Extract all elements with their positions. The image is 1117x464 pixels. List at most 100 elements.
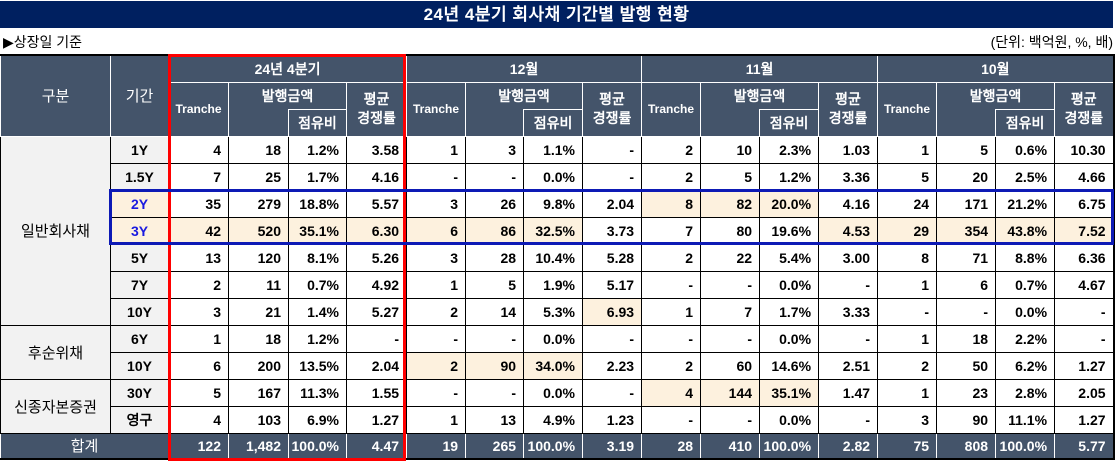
cell-tranche: 2: [406, 351, 467, 380]
cell-tranche: 3: [877, 405, 938, 434]
cell-avg-competition: 5.26: [345, 243, 408, 272]
cell-avg-competition: 1.27: [345, 405, 408, 434]
total-amount: 265: [465, 432, 525, 460]
header-share: 점유비: [288, 108, 347, 137]
cell-amount: 82: [700, 189, 761, 218]
total-avg-competition: 3.19: [582, 432, 643, 460]
cell-avg-competition: 3.33: [818, 297, 879, 326]
cell-share: 43.8%: [995, 216, 1056, 245]
cell-avg-competition: 2.04: [345, 351, 408, 380]
cell-share: 0.0%: [759, 324, 820, 353]
cell-avg-competition: -: [818, 405, 879, 434]
header-tranche: Tranche: [406, 81, 467, 137]
cell-share: 18.8%: [288, 189, 347, 218]
cell-avg-competition: 4.66: [1054, 162, 1115, 191]
cell-share: 5.3%: [523, 297, 584, 326]
cell-tranche: 3: [406, 189, 467, 218]
period-label: 1.5Y: [110, 162, 169, 191]
cell-avg-competition: 1.23: [582, 405, 643, 434]
cell-avg-competition: 1.27: [1054, 351, 1115, 380]
cell-amount: 167: [228, 378, 289, 407]
cell-amount: 120: [228, 243, 289, 272]
header-avg-line1: 평균: [363, 91, 390, 107]
cell-tranche: -: [406, 324, 467, 353]
header-amount: 발행금액: [936, 81, 1056, 109]
cell-amount: 22: [700, 243, 761, 272]
cell-avg-competition: 6.30: [345, 216, 408, 245]
cell-share: 10.4%: [523, 243, 584, 272]
cell-tranche: 2: [641, 351, 702, 380]
cell-amount: 5: [465, 270, 525, 299]
cell-tranche: 42: [168, 216, 229, 245]
cell-avg-competition: 1.27: [1054, 405, 1115, 434]
cell-avg-competition: -: [818, 324, 879, 353]
cell-amount: 50: [936, 351, 997, 380]
cell-avg-competition: 7.52: [1054, 216, 1115, 245]
category-label: 후순위채: [0, 324, 111, 380]
category-label: 일반회사채: [0, 135, 111, 326]
header-avg-line2: 경쟁률: [592, 110, 632, 126]
total-avg-competition: 2.82: [818, 432, 879, 460]
total-share: 100.0%: [523, 432, 584, 460]
period-label: 1Y: [110, 135, 169, 164]
cell-amount: 7: [700, 297, 761, 326]
total-label: 합계: [0, 432, 169, 460]
cell-amount: 18: [228, 324, 289, 353]
unit-note: (단위: 백억원, %, 배): [990, 34, 1113, 50]
cell-tranche: 5: [877, 162, 938, 191]
cell-amount: -: [465, 378, 525, 407]
cell-tranche: 13: [168, 243, 229, 272]
header-share: 점유비: [759, 108, 820, 137]
cell-tranche: 8: [641, 189, 702, 218]
header-tranche: Tranche: [641, 81, 702, 137]
table-row: 10Y 3 21 1.4% 5.27 2 14 5.3% 6.93 1 7 1.7% 3.33- -0.0…: [1, 297, 1115, 326]
cell-avg-competition: 5.17: [582, 270, 643, 299]
cell-share: 4.9%: [523, 405, 584, 434]
header-avg-competition: 평균 경쟁률: [1054, 81, 1115, 137]
cell-avg-competition: -: [582, 378, 643, 407]
cell-amount: 10: [700, 135, 761, 164]
cell-share: 6.9%: [288, 405, 347, 434]
cell-share: 0.7%: [995, 270, 1056, 299]
cell-share: 1.2%: [288, 324, 347, 353]
cell-avg-competition: 5.28: [582, 243, 643, 272]
header-group-dec: 12월: [406, 54, 643, 83]
total-amount: 808: [936, 432, 997, 460]
cell-avg-competition: 2.04: [582, 189, 643, 218]
table-row: 영구 4 103 6.9% 1.27 1 13 4.9% 1.23- -0.0% -3 90 11.1%…: [1, 405, 1115, 434]
period-label: 영구: [110, 405, 169, 434]
cell-avg-competition: -: [582, 162, 643, 191]
header-share: 점유비: [523, 108, 584, 137]
cell-share: 11.1%: [995, 405, 1056, 434]
header-amount: 발행금액: [228, 81, 347, 109]
cell-amount: 90: [936, 405, 997, 434]
cell-tranche: 2: [641, 243, 702, 272]
cell-share: 0.0%: [523, 324, 584, 353]
header-avg-line1: 평균: [1070, 91, 1097, 107]
cell-share: 1.2%: [288, 135, 347, 164]
header-amount: 발행금액: [465, 81, 584, 109]
period-label: 30Y: [110, 378, 169, 407]
cell-avg-competition: 4.67: [1054, 270, 1115, 299]
table-row: 1.5Y 7 25 1.7% 4.16- -0.0% -2 5 1.2% 3.36 5 20 2.5% 4…: [1, 162, 1115, 191]
table-row: 신종자본증권 30Y 5 167 11.3% 1.55- -0.0% -4 144 35.1% 1.…: [0, 378, 1115, 434]
cell-avg-competition: 2.05: [1054, 378, 1115, 407]
cell-tranche: 2: [641, 162, 702, 191]
cell-amount: 354: [936, 216, 997, 245]
category-label: 신종자본증권: [0, 378, 111, 434]
header-amount-blank: [228, 109, 289, 137]
period-label: 10Y: [110, 297, 169, 326]
cell-tranche: 1: [406, 270, 467, 299]
cell-tranche: 4: [168, 135, 229, 164]
cell-avg-competition: 10.30: [1054, 135, 1115, 164]
header-category: 구분: [0, 54, 111, 137]
cell-tranche: 2: [877, 351, 938, 380]
cell-tranche: 8: [877, 243, 938, 272]
cell-tranche: -: [406, 378, 467, 407]
cell-tranche: -: [877, 297, 938, 326]
cell-amount: -: [465, 324, 525, 353]
header-avg-line1: 평균: [599, 91, 625, 107]
cell-amount: 25: [228, 162, 289, 191]
cell-share: 2.3%: [759, 135, 820, 164]
